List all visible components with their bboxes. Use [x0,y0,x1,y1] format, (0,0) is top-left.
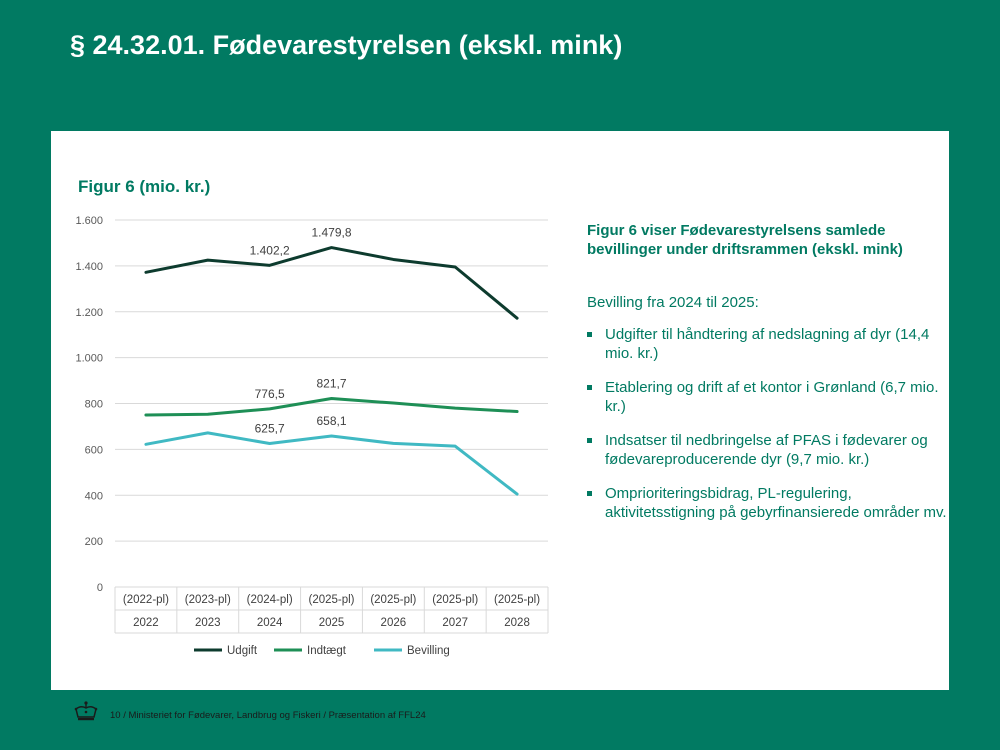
x-tick-label: 2022 [133,617,159,629]
bullet-item: Udgifter til håndtering af nedslagning a… [587,325,947,363]
y-tick-label: 400 [85,490,103,502]
side-heading: Figur 6 viser Fødevarestyrelsens samlede… [587,222,903,258]
slide-title: § 24.32.01. Fødevarestyrelsen (ekskl. mi… [70,30,623,60]
x-tick-label-top: (2025-pl) [494,594,540,606]
footer-text: 10 / Ministeriet for Fødevarer, Landbrug… [110,710,426,721]
bullet-icon [587,385,592,390]
series-line-udgift [144,246,519,320]
data-label: 625,7 [255,421,285,435]
data-label: 1.479,8 [311,226,351,240]
bullet-icon [587,438,592,443]
legend-label: Indtægt [307,645,347,657]
bullet-text: Indsatser til nedbringelse af PFAS i fød… [605,432,928,468]
series-line-indtægt [144,397,519,417]
x-tick-label-top: (2025-pl) [370,594,416,606]
bullet-icon [587,491,592,496]
x-tick-label: 2024 [257,617,283,629]
x-tick-label-top: (2023-pl) [185,594,231,606]
x-tick-label-top: (2024-pl) [247,594,293,606]
legend-label: Bevilling [407,645,450,657]
bullet-text: Udgifter til håndtering af nedslagning a… [605,326,930,362]
x-tick-label-top: (2025-pl) [308,594,354,606]
line-chart: 0 200 400 600 800 1.000 1.200 1.400 1.600 (2022-p… [75,215,549,657]
bullet-item: Omprioriteringsbidrag, PL-regulering, ak… [587,484,947,522]
x-tick-label: 2026 [381,617,407,629]
x-tick-label: 2028 [504,617,530,629]
content-panel: 0 200 400 600 800 1.000 1.200 1.400 1.600 (2022-p… [51,131,949,690]
x-tick-label-top: (2025-pl) [432,594,478,606]
series-line-bevilling [144,431,519,496]
side-subheading: Bevilling fra 2024 til 2025: [587,294,759,311]
x-tick-label-top: (2022-pl) [123,594,169,606]
data-label: 658,1 [316,414,346,428]
bullet-text: Omprioriteringsbidrag, PL-regulering, ak… [605,485,947,521]
data-label: 776,5 [255,387,285,401]
crown-icon [74,701,98,721]
bullet-icon [587,332,592,337]
data-label: 1.402,2 [250,243,290,257]
x-tick-label: 2027 [442,617,468,629]
bullet-list: Udgifter til håndtering af nedslagning a… [587,325,947,522]
bullet-item: Etablering og drift af et kontor i Grønl… [587,378,947,416]
y-tick-label: 200 [85,536,103,548]
y-tick-label: 1.400 [75,261,103,273]
data-label: 821,7 [316,377,346,391]
y-tick-label: 600 [85,444,103,456]
y-tick-label: 800 [85,399,103,411]
y-tick-label: 0 [97,582,103,594]
bullet-text: Etablering og drift af et kontor i Grønl… [605,379,939,415]
side-text: Figur 6 viser Fødevarestyrelsens samlede… [587,221,947,537]
bullet-item: Indsatser til nedbringelse af PFAS i fød… [587,431,947,469]
y-tick-label: 1.600 [75,215,103,227]
legend-label: Udgift [227,645,258,657]
y-tick-label: 1.200 [75,307,103,319]
y-tick-label: 1.000 [75,353,103,365]
x-tick-label: 2025 [319,617,345,629]
x-tick-label: 2023 [195,617,221,629]
chart-title: Figur 6 (mio. kr.) [78,177,211,196]
